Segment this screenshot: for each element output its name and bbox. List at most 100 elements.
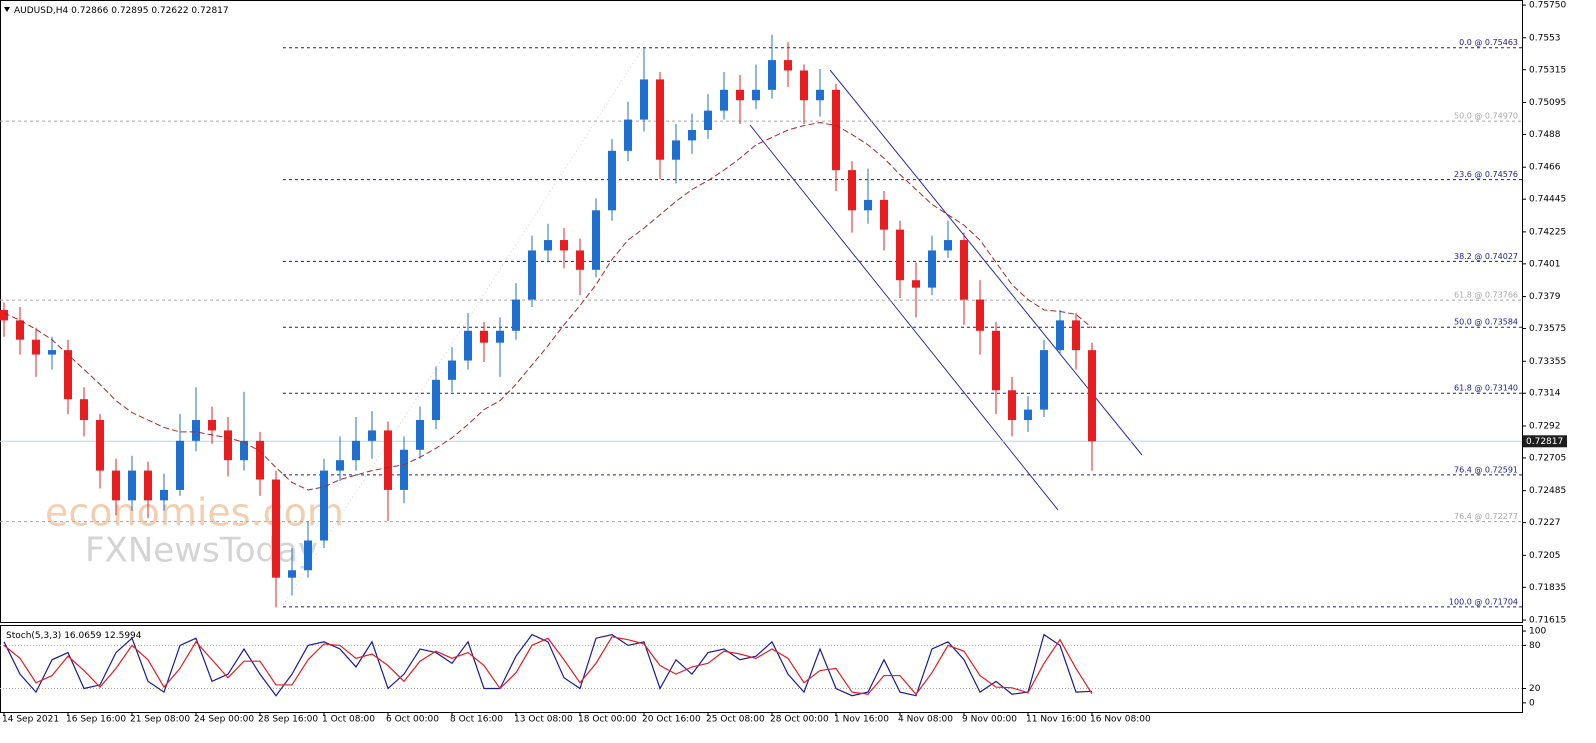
candle-body [320, 470, 328, 541]
candle-body [512, 299, 520, 331]
candle-body [576, 250, 584, 270]
candle-body [1024, 409, 1032, 421]
y-tick-label: 0.7227 [1529, 518, 1561, 528]
candle-body [1008, 390, 1016, 421]
symbol: AUDUSD,H4 [14, 6, 69, 16]
x-tick-label: 11 Nov 16:00 [1026, 715, 1087, 725]
channel-line [749, 124, 1059, 511]
x-tick-label: 21 Sep 08:00 [130, 715, 190, 725]
candle-body [688, 129, 696, 141]
candle-body [768, 60, 776, 90]
y-tick-label: 0.7314 [1529, 389, 1561, 399]
quote: 0.72622 [151, 6, 188, 16]
y-tick-label: 0.74225 [1529, 227, 1566, 237]
candle-body [944, 240, 952, 251]
y-tick-label: 0.74445 [1529, 195, 1566, 205]
candle-body [304, 540, 312, 571]
candle-body [784, 60, 792, 71]
chart-header: AUDUSD,H4 0.72866 0.72895 0.72622 0.7281… [14, 6, 229, 16]
x-tick-label: 16 Nov 08:00 [1090, 715, 1151, 725]
watermark-text: economies.com [45, 491, 344, 535]
fib-label: 0.0 @ 0.75463 [1459, 38, 1518, 47]
menu-arrow [4, 7, 10, 12]
candle-body [672, 140, 680, 160]
candle-body [528, 250, 536, 300]
candle-body [80, 399, 88, 421]
stoch-panel [0, 625, 1523, 713]
x-tick-label: 14 Sep 2021 [2, 715, 59, 725]
indicator-value: 16.0659 [64, 631, 101, 641]
y-tick-label: 100 [1529, 627, 1546, 637]
y-tick-label: 20 [1529, 684, 1541, 694]
fib-label: 76.4 @ 0.72591 [1454, 465, 1518, 474]
candle-body [432, 379, 440, 421]
fib-label: 23.6 @ 0.74576 [1454, 170, 1518, 179]
candle-body [640, 79, 648, 120]
y-tick-label: 0.7466 [1529, 163, 1561, 173]
candle-body [1072, 320, 1080, 351]
candle-body [240, 440, 248, 461]
candle-body [32, 339, 40, 355]
x-tick-label: 1 Oct 08:00 [322, 715, 375, 725]
x-tick-label: 28 Sep 16:00 [258, 715, 318, 725]
candle-body [144, 470, 152, 501]
candle-body [176, 440, 184, 490]
indicator-value: 12.5994 [104, 631, 141, 641]
candle-body [720, 89, 728, 111]
candle-body [592, 210, 600, 270]
fib-label: 100.0 @ 0.71704 [1449, 597, 1518, 606]
candle-body [544, 240, 552, 251]
candle-body [64, 350, 72, 400]
watermark: economies.com FXNewsToday [45, 491, 344, 571]
x-tick-label: 4 Nov 08:00 [898, 715, 953, 725]
y-tick-label: 0.75750 [1529, 1, 1566, 11]
candle-body [288, 570, 296, 578]
fib-label: 38.2 @ 0.74027 [1454, 252, 1518, 261]
y-tick-label: 0.72485 [1529, 486, 1566, 496]
last-price-box [1523, 435, 1567, 448]
candle-body [992, 330, 1000, 391]
stoch-header: Stoch(5,3,3) 16.0659 12.5994 [6, 631, 142, 641]
y-tick-label: 0.72705 [1529, 453, 1566, 463]
y-tick-label: 0.7379 [1529, 292, 1561, 302]
quote: 0.72866 [71, 6, 108, 16]
candle-body [960, 240, 968, 300]
x-tick-label: 8 Oct 16:00 [450, 715, 503, 725]
candle-body [352, 440, 360, 461]
candle-body [864, 199, 872, 211]
y-tick-label: 0.75315 [1529, 65, 1566, 75]
x-tick-label: 9 Nov 00:00 [962, 715, 1017, 725]
candle-body [480, 330, 488, 343]
x-tick-label: 24 Sep 00:00 [194, 715, 254, 725]
candle-body [560, 240, 568, 251]
candle-body [224, 430, 232, 461]
candle-body [368, 430, 376, 441]
stoch-line [3, 636, 1093, 696]
y-tick-label: 0.7292 [1529, 421, 1561, 431]
candle-body [384, 430, 392, 490]
candle-body [448, 360, 456, 380]
y-tick-label: 0.7401 [1529, 259, 1561, 269]
y-tick-label: 0.71835 [1529, 583, 1566, 593]
candle-body [912, 280, 920, 288]
y-tick-label: 0.75095 [1529, 98, 1566, 108]
fib-label: 50.0 @ 0.74970 [1454, 112, 1518, 121]
x-tick-label: 25 Oct 08:00 [706, 715, 765, 725]
candle-body [896, 229, 904, 281]
y-tick-label: 80 [1529, 641, 1541, 651]
indicator-name: Stoch(5,3,3) [6, 631, 61, 641]
moving-average [3, 122, 1093, 491]
y-tick-label: 0 [1529, 698, 1535, 708]
y-tick-label: 0.73575 [1529, 324, 1566, 334]
candle-body [1056, 320, 1064, 351]
candle-body [608, 150, 616, 211]
fib-label: 76.4 @ 0.72277 [1454, 512, 1518, 521]
candle-body [0, 309, 8, 321]
candle-body [160, 489, 168, 501]
candle-body [624, 119, 632, 151]
candle-body [192, 420, 200, 441]
x-tick-label: 13 Oct 08:00 [514, 715, 573, 725]
fib-label: 50.0 @ 0.73584 [1454, 318, 1518, 327]
candle-body [496, 330, 504, 343]
